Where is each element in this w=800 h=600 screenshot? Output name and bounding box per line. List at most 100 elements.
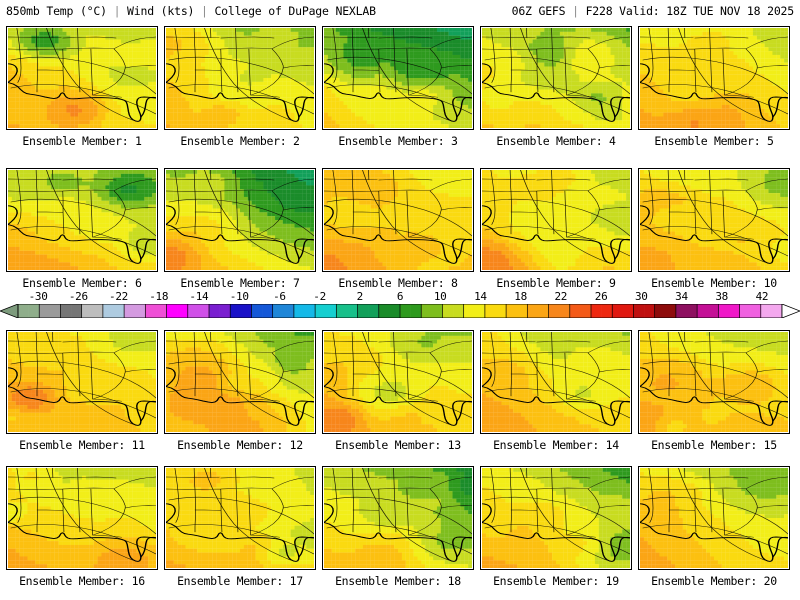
florida-east-coast (772, 238, 788, 260)
ensemble-panel-19[interactable] (480, 466, 632, 570)
colorbar-tick-13: 22 (554, 290, 567, 303)
map-geography (324, 468, 472, 562)
map-frame-19[interactable] (480, 466, 632, 570)
map-frame-2[interactable] (164, 26, 316, 130)
map-frame-14[interactable] (480, 330, 632, 434)
texas-coastline (640, 63, 650, 83)
ensemble-panel-8[interactable] (322, 168, 474, 272)
ensemble-panel-14[interactable] (480, 330, 632, 434)
ensemble-panel-label-15: Ensemble Member: 15 (638, 438, 790, 452)
temperature-field-svg (324, 332, 472, 432)
ensemble-panel-18[interactable] (322, 466, 474, 570)
texas-coastline (8, 63, 18, 83)
state-borders (640, 468, 788, 538)
ensemble-panel-20[interactable] (638, 466, 790, 570)
ensemble-panel-15[interactable] (638, 330, 790, 434)
state-borders (482, 468, 630, 538)
map-frame-9[interactable] (480, 168, 632, 272)
gulf-coastline (166, 82, 314, 122)
height-contours (484, 170, 630, 263)
map-frame-12[interactable] (164, 330, 316, 434)
temperature-shading (640, 28, 788, 128)
ensemble-panel-9[interactable] (480, 168, 632, 272)
map-frame-1[interactable] (6, 26, 158, 130)
ensemble-panel-3[interactable] (322, 26, 474, 130)
height-contours (10, 468, 156, 561)
map-clip-14 (482, 332, 630, 432)
map-frame-18[interactable] (322, 466, 474, 570)
map-frame-11[interactable] (6, 330, 158, 434)
temperature-shading (640, 170, 788, 270)
state-borders (166, 28, 314, 98)
map-frame-15[interactable] (638, 330, 790, 434)
header-overlay-label: Wind (kts) (127, 4, 194, 18)
map-geography (166, 170, 314, 264)
ensemble-panel-17[interactable] (164, 466, 316, 570)
map-frame-3[interactable] (322, 26, 474, 130)
temperature-shading (482, 468, 630, 568)
height-contours (642, 170, 788, 263)
map-frame-6[interactable] (6, 168, 158, 272)
ensemble-panel-4[interactable] (480, 26, 632, 130)
header-left-title: 850mb Temp (°C) | Wind (kts) | College o… (6, 4, 376, 18)
ensemble-panel-label-10: Ensemble Member: 10 (638, 276, 790, 290)
ensemble-panel-label-6: Ensemble Member: 6 (6, 276, 158, 290)
florida-east-coast (614, 238, 630, 260)
ensemble-panel-10[interactable] (638, 168, 790, 272)
map-frame-4[interactable] (480, 26, 632, 130)
temperature-field-svg (640, 28, 788, 128)
ensemble-panel-13[interactable] (322, 330, 474, 434)
map-frame-7[interactable] (164, 168, 316, 272)
map-clip-7 (166, 170, 314, 270)
colorbar-under-arrow (0, 304, 19, 318)
ensemble-panel-16[interactable] (6, 466, 158, 570)
temperature-field-svg (482, 468, 630, 568)
height-contours (642, 332, 788, 425)
state-borders (8, 332, 156, 402)
map-geography (8, 170, 156, 264)
state-borders (324, 332, 472, 402)
colorbar-tick-9: 6 (397, 290, 404, 303)
map-frame-10[interactable] (638, 168, 790, 272)
map-geography (482, 28, 630, 122)
gulf-coastline (324, 82, 472, 122)
ensemble-panel-label-11: Ensemble Member: 11 (6, 438, 158, 452)
map-clip-4 (482, 28, 630, 128)
header-valid-time-label: F228 Valid: 18Z TUE NOV 18 2025 (586, 4, 795, 18)
map-frame-5[interactable] (638, 26, 790, 130)
ensemble-panel-label-9: Ensemble Member: 9 (480, 276, 632, 290)
texas-coastline (8, 205, 18, 225)
map-clip-13 (324, 332, 472, 432)
temperature-shading (8, 468, 156, 568)
ensemble-panel-5[interactable] (638, 26, 790, 130)
map-frame-17[interactable] (164, 466, 316, 570)
colorbar-tick-6: -6 (273, 290, 286, 303)
map-clip-3 (324, 28, 472, 128)
height-contours (168, 28, 314, 121)
header-right-title: 06Z GEFS | F228 Valid: 18Z TUE NOV 18 20… (512, 4, 795, 18)
ensemble-panel-11[interactable] (6, 330, 158, 434)
temperature-field-svg (166, 28, 314, 128)
map-frame-20[interactable] (638, 466, 790, 570)
map-clip-19 (482, 468, 630, 568)
temperature-shading (8, 332, 156, 432)
map-clip-9 (482, 170, 630, 270)
ensemble-panel-2[interactable] (164, 26, 316, 130)
ensemble-panel-6[interactable] (6, 168, 158, 272)
map-clip-18 (324, 468, 472, 568)
map-frame-13[interactable] (322, 330, 474, 434)
ensemble-panel-1[interactable] (6, 26, 158, 130)
ensemble-panel-12[interactable] (164, 330, 316, 434)
ensemble-panel-7[interactable] (164, 168, 316, 272)
map-frame-16[interactable] (6, 466, 158, 570)
height-contours (326, 28, 472, 121)
florida-east-coast (140, 238, 156, 260)
texas-coastline (482, 205, 492, 225)
florida-east-coast (456, 536, 472, 558)
map-geography (482, 468, 630, 562)
map-frame-8[interactable] (322, 168, 474, 272)
florida-east-coast (772, 96, 788, 118)
state-borders (166, 468, 314, 538)
colorbar-tick-5: -10 (230, 290, 249, 303)
temperature-field-svg (8, 332, 156, 432)
